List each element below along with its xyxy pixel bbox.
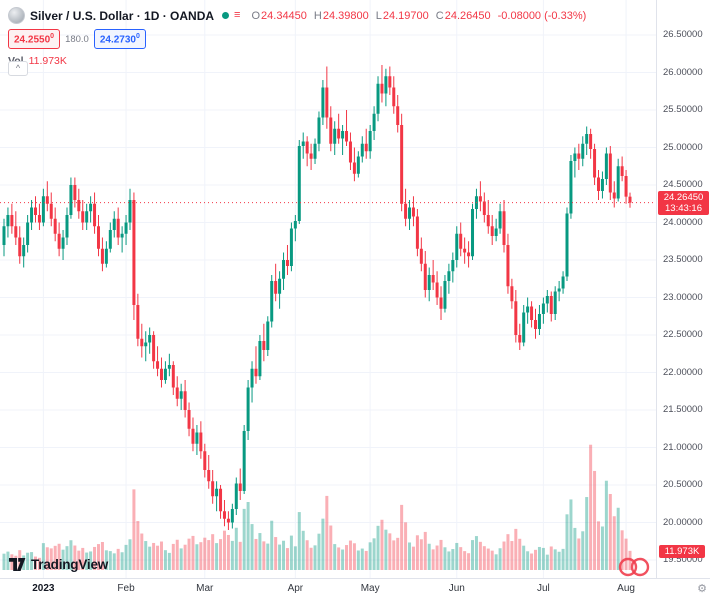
symbol-logo-icon — [8, 7, 25, 24]
price-chart-canvas[interactable] — [0, 0, 656, 578]
axis-settings-icon[interactable]: ⚙ — [697, 583, 707, 595]
volume-value-badge: 11.973K — [659, 545, 705, 558]
high-label: H — [313, 9, 322, 22]
low-value: 24.19700 — [382, 9, 429, 22]
tradingview-mark-icon — [9, 558, 26, 571]
last-price-value: 24.26450 — [663, 191, 704, 203]
time-tick-label: May — [360, 583, 380, 594]
time-tick-label: 2023 — [32, 583, 55, 594]
price-tick-label: 23.00000 — [663, 291, 703, 303]
price-tick-label: 21.50000 — [663, 404, 703, 415]
buy-ask-button[interactable]: 24.27300 — [93, 29, 146, 50]
open-value: 24.34450 — [261, 9, 307, 22]
price-tick-label: 23.50000 — [663, 254, 703, 265]
legend-symbol-row: Silver / U.S. Dollar · 1D · OANDA ≡ O24.… — [8, 7, 586, 24]
tradingview-logo[interactable]: TradingView — [8, 557, 108, 572]
bid-ask-row: 24.25500 180.0 24.27300 — [8, 29, 586, 50]
price-tick-label: 25.50000 — [663, 104, 703, 115]
time-tick-label: Jul — [536, 583, 550, 594]
volume-layer — [2, 444, 632, 570]
time-tick-label: Aug — [617, 583, 635, 594]
price-tick-label: 26.00000 — [663, 66, 703, 78]
price-tick-label: 20.00000 — [663, 516, 703, 528]
time-tick-label: Mar — [196, 583, 214, 594]
chart-legend: Silver / U.S. Dollar · 1D · OANDA ≡ O24.… — [8, 7, 586, 67]
open-label: O — [251, 9, 261, 22]
price-tick-label: 26.50000 — [663, 29, 703, 40]
close-label: C — [435, 9, 444, 22]
price-tick-label: 19.50000 — [663, 554, 703, 565]
close-value: 24.26450 — [444, 9, 491, 22]
price-tick-label: 20.50000 — [663, 479, 703, 490]
time-tick-label: Feb — [117, 583, 135, 594]
volume-value: 11.973K — [28, 55, 67, 68]
price-tick-label: 22.50000 — [663, 329, 703, 340]
overlapping-circles-icon[interactable] — [616, 556, 652, 578]
time-tick-label: Apr — [287, 583, 304, 594]
tradingview-logo-text: TradingView — [31, 557, 109, 572]
last-price-badge: 24.26450 13:43:16 — [658, 190, 709, 215]
pane-collapse-button[interactable]: ^ — [8, 61, 28, 76]
high-value: 24.39800 — [322, 9, 369, 22]
ohlc-values: O24.34450 H24.39800 L24.19700 C24.26450 — [251, 10, 490, 22]
time-tick-label: Jun — [448, 583, 465, 594]
spread-value: 180.0 — [65, 33, 89, 45]
low-label: L — [375, 9, 382, 22]
volume-indicator-row: Vol11.973K — [8, 55, 586, 67]
bar-countdown: 13:43:16 — [665, 202, 702, 214]
price-tick-label: 24.00000 — [663, 216, 703, 228]
candles-layer — [2, 65, 632, 530]
price-axis[interactable]: 24.26450 13:43:16 11.973K 26.50000 26.000… — [656, 0, 710, 578]
symbol-title[interactable]: Silver / U.S. Dollar · 1D · OANDA — [30, 8, 215, 23]
price-tick-label: 24.50000 — [663, 179, 703, 190]
price-tick-label: 21.00000 — [663, 441, 703, 453]
time-axis[interactable]: ⚙ 2023 Feb Mar Apr May Jun Jul Aug — [0, 578, 710, 600]
sell-bid-button[interactable]: 24.25500 — [8, 29, 61, 50]
price-tick-label: 22.00000 — [663, 366, 703, 378]
market-status-dot-icon[interactable] — [222, 12, 230, 19]
legend-menu-icon[interactable]: ≡ — [234, 9, 241, 21]
price-tick-label: 25.00000 — [663, 141, 703, 153]
gridlines — [0, 0, 656, 578]
change-value: -0.08000 (-0.33%) — [497, 9, 587, 22]
